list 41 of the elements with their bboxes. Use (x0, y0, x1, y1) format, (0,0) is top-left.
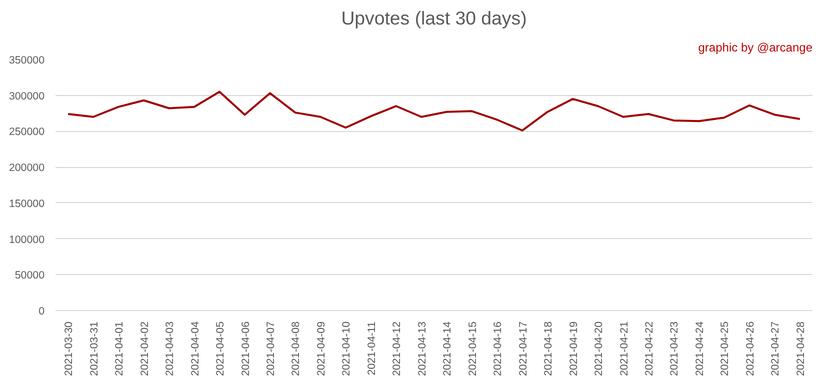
line-series (67, 90, 801, 132)
x-tick-label: 2021-04-23 (668, 321, 681, 376)
x-tick-label: 2021-04-17 (517, 321, 530, 376)
x-tick-label: 2021-04-22 (643, 321, 656, 376)
x-tick-label: 2021-04-26 (744, 321, 756, 376)
x-tick-label: 2021-04-28 (794, 321, 807, 376)
x-tick-label: 2021-04-13 (416, 321, 428, 376)
y-tick-label: 0 (38, 306, 45, 318)
text: graphic by @arcange (698, 40, 813, 54)
x-tick-label: 2021-04-15 (466, 321, 479, 376)
y-tick-label: 300000 (8, 90, 45, 102)
x-tick-label: 2021-04-10 (340, 321, 353, 376)
x-tick-label: 2021-04-19 (568, 321, 580, 376)
x-tick-label: 2021-03-30 (63, 321, 76, 376)
x-tick-label: 2021-04-11 (366, 321, 378, 376)
x-tick-label: 2021-03-31 (88, 321, 100, 376)
x-tick-label: 2021-04-05 (214, 321, 227, 376)
x-tick-label: 2021-04-27 (770, 321, 782, 376)
x-tick-label: 2021-04-25 (719, 321, 732, 376)
x-tick-label: 2021-04-08 (290, 321, 302, 376)
x-tick-label: 2021-04-20 (593, 321, 606, 376)
y-tick-label: 150000 (8, 198, 45, 210)
y-tick-label: 100000 (8, 234, 45, 246)
x-tick-label: 2021-04-02 (138, 321, 151, 376)
x-tick-label: 2021-04-09 (315, 321, 328, 376)
x-tick-label: 2021-04-24 (694, 321, 706, 376)
y-tick-label: 250000 (8, 126, 45, 138)
y-tick-label: 350000 (8, 54, 45, 66)
x-tick-label: 2021-04-14 (442, 321, 454, 376)
x-tick-label: 2021-04-18 (542, 321, 555, 376)
x-tick-label: 2021-04-01 (114, 321, 126, 376)
x-tick-label: 2021-04-04 (189, 321, 202, 376)
y-tick-label: 200000 (8, 162, 45, 174)
x-tick-label: 2021-04-03 (164, 321, 176, 376)
x-tick-label: 2021-04-12 (391, 321, 404, 376)
y-tick-label: 50000 (14, 270, 45, 282)
x-tick-label: 2021-04-21 (618, 321, 630, 376)
chart-title: Upvotes (last 30 days) (341, 8, 527, 28)
x-tick-label: 2021-04-06 (240, 321, 252, 376)
x-tick-label: 2021-04-16 (492, 321, 504, 376)
x-tick-label: 2021-04-07 (264, 321, 277, 376)
